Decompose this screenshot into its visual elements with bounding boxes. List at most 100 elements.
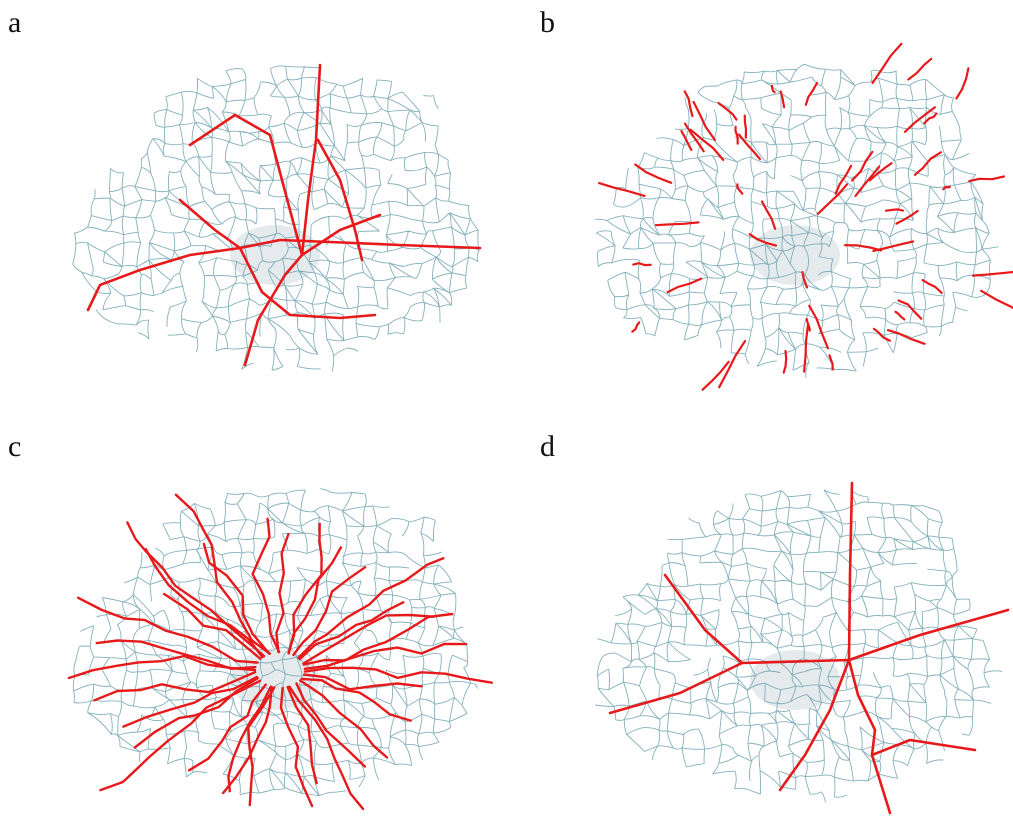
street-segments [72, 65, 480, 372]
panel-c-route-7 [286, 685, 318, 785]
panel-b-route-30 [692, 100, 716, 142]
panel-b-route-10 [782, 349, 788, 374]
street-segments [594, 63, 999, 379]
panel-b-route-26 [903, 106, 936, 133]
panel-b-route-31 [894, 310, 906, 321]
panel-d-highlighted-routes [608, 481, 1010, 815]
panel-a-route-3 [178, 198, 377, 320]
panel-c-route-25 [174, 493, 271, 655]
panel-c-route-21 [163, 592, 262, 660]
panel-c-route-24 [202, 542, 271, 655]
panel-c-route-15 [133, 677, 259, 749]
panel-b-route-49 [680, 130, 693, 151]
panel-c-route-9 [279, 686, 314, 808]
panel-b-route-29 [921, 279, 943, 295]
street-segments [595, 489, 1003, 803]
panel-b-route-8 [760, 200, 777, 230]
panel-b-route-36 [734, 125, 739, 145]
panel-c-route-14 [99, 679, 262, 792]
panel-b-route-3 [886, 329, 926, 345]
panel-b-route-40 [955, 67, 970, 100]
panel-c-route-13 [187, 683, 267, 772]
panel-b-route-5 [843, 244, 883, 252]
panel-b-route-51 [971, 270, 1013, 277]
panel-b-route-38 [683, 90, 694, 117]
panel-c-route-1 [303, 642, 468, 670]
panel-b-route-44 [816, 183, 849, 215]
panel-b-route-42 [701, 360, 730, 391]
panel-b-route-7 [598, 182, 646, 197]
street-network [72, 65, 480, 372]
panel-b-route-18 [808, 304, 829, 350]
panel-b-route-6 [968, 175, 1006, 183]
panel-a-route-5 [316, 138, 364, 262]
panel-d-route-2 [608, 658, 851, 715]
panel-b-route-27 [770, 84, 776, 94]
panel-b-route-25 [654, 221, 700, 227]
panel-b-route-52 [942, 185, 951, 191]
panel-c-route-30 [292, 566, 367, 657]
panel-b-route-11 [803, 322, 810, 373]
road-network-map-a [72, 63, 482, 372]
panel-d-route-3 [663, 573, 744, 665]
city-center-shading [750, 225, 840, 285]
panel-c-route-2 [303, 666, 493, 684]
map-panel-c [40, 455, 510, 835]
panel-c-route-17 [93, 670, 257, 702]
panel-label-d: d [540, 430, 555, 463]
panel-c-route-27 [251, 517, 281, 654]
panel-b-route-24 [895, 209, 919, 225]
panel-b-route-15 [897, 299, 923, 320]
panel-b-route-12 [632, 262, 652, 267]
street-network [595, 489, 1003, 803]
panel-c-route-34 [302, 612, 454, 666]
panel-b-route-19 [801, 271, 809, 289]
panel-label-b: b [540, 6, 555, 39]
panel-b-route-16 [854, 165, 881, 198]
panel-c-route-29 [287, 546, 343, 655]
panel-b-route-48 [666, 277, 703, 294]
panel-c-route-5 [299, 679, 389, 759]
panel-b-route-43 [834, 164, 853, 195]
panel-b-route-13 [805, 317, 811, 332]
panel-c-route-32 [298, 601, 405, 661]
panel-b-route-22 [634, 163, 673, 184]
panel-b-route-47 [736, 183, 744, 195]
panel-d-route-6 [847, 658, 892, 815]
panel-b-route-46 [748, 233, 778, 247]
panel-label-c: c [8, 430, 22, 463]
map-panel-b [560, 30, 1013, 410]
panel-b-route-1 [684, 122, 705, 153]
panel-c-route-3 [303, 673, 423, 691]
panel-b-route-9 [631, 321, 641, 333]
panel-b-route-2 [885, 208, 904, 212]
panel-b-route-50 [913, 151, 942, 176]
panel-c-route-6 [295, 682, 366, 768]
panel-a-highlighted-routes [86, 63, 482, 367]
panel-b-route-21 [980, 289, 1013, 310]
panel-c-highlighted-routes [67, 493, 493, 811]
panel-b-route-53 [737, 133, 762, 161]
panel-c-route-22 [144, 548, 264, 659]
map-panel-d [560, 455, 1013, 835]
panel-b-route-4 [828, 354, 834, 371]
panel-c-route-31 [297, 557, 445, 659]
panel-c-route-19 [95, 639, 257, 670]
panel-d-route-7 [870, 738, 977, 757]
panel-d-route-4 [847, 608, 1010, 662]
panel-label-a: a [8, 6, 22, 39]
panel-c-route-16 [122, 675, 259, 728]
panel-b-route-39 [718, 340, 747, 389]
panel-b-route-37 [804, 81, 819, 106]
road-network-map-d [595, 481, 1010, 815]
panel-d-route-5 [778, 658, 851, 792]
panel-a-route-4 [188, 113, 304, 257]
panel-c-route-4 [300, 677, 412, 722]
panel-c-route-23 [126, 521, 266, 658]
map-panel-a [40, 30, 510, 410]
city-center-shading [750, 650, 840, 710]
panel-b-route-35 [779, 90, 786, 109]
panel-b-route-28 [743, 114, 748, 139]
panel-b-route-23 [689, 128, 725, 161]
panel-b-route-41 [717, 102, 738, 121]
